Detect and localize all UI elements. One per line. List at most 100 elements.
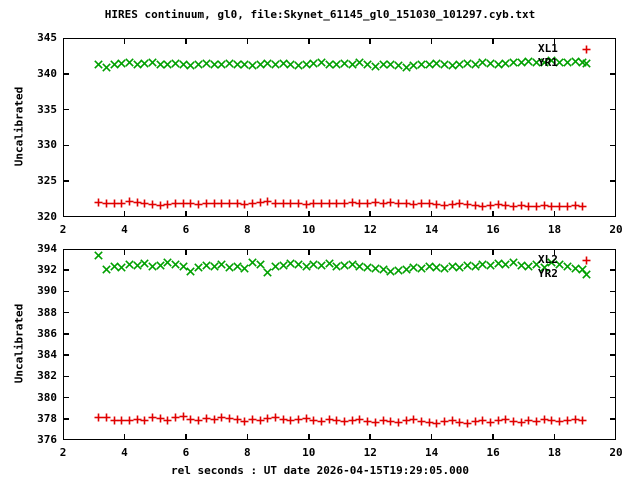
x-axis-tick-label: 20: [609, 446, 623, 459]
y-axis-tick: [63, 108, 69, 111]
x-axis-tick-label: 10: [302, 223, 316, 236]
y-axis-tick: [63, 311, 69, 314]
y-axis-tick-label: 388: [37, 305, 57, 319]
x-axis-tick-label: 12: [363, 223, 377, 236]
y-axis-tick-label: 378: [37, 411, 57, 425]
x-axis-tick-top: [369, 38, 371, 44]
y-axis-tick: [63, 144, 69, 147]
x-axis-tick-label: 20: [609, 223, 623, 236]
x-axis-tick: [246, 434, 249, 440]
x-axis-tick: [369, 211, 371, 217]
y-axis-tick-right: [610, 144, 616, 147]
x-axis-tick: [123, 211, 126, 217]
x-axis-tick-label: 12: [363, 446, 377, 459]
x-axis-tick-top: [492, 38, 494, 44]
x-axis-tick-label: 6: [182, 446, 190, 459]
y-axis-label: Uncalibrated: [12, 303, 26, 383]
y-axis-tick-label: 390: [37, 284, 57, 298]
x-axis-tick: [430, 434, 433, 440]
x-axis-label: rel seconds : UT date 2026-04-15T19:29:0…: [170, 464, 469, 477]
x-axis-tick-top: [430, 249, 433, 255]
x-axis-tick-top: [123, 38, 126, 44]
x-axis-tick-label: 16: [486, 446, 500, 459]
x-axis-tick-label: 4: [121, 223, 128, 236]
x-axis-tick-top: [369, 249, 371, 255]
y-axis-tick-right: [610, 396, 616, 399]
x-axis-tick-top: [246, 38, 249, 44]
axes-frame: [63, 249, 616, 440]
x-axis-tick-top: [553, 249, 556, 255]
y-axis-tick: [63, 396, 69, 399]
y-axis-tick-right: [610, 354, 616, 356]
y-axis-tick-right: [610, 375, 616, 378]
y-axis-tick-label: 320: [37, 210, 57, 223]
x-axis-tick-top: [553, 38, 556, 44]
x-axis-tick: [185, 434, 187, 440]
x-axis-tick-label: 6: [182, 223, 190, 236]
y-axis-tick-right: [610, 73, 616, 75]
x-axis-tick-label: 14: [425, 223, 439, 236]
x-axis-tick-label: 16: [486, 223, 500, 236]
x-axis-tick-top: [185, 38, 187, 44]
x-axis-tick: [430, 211, 433, 217]
x-axis-tick-top: [308, 249, 310, 255]
x-axis-tick: [185, 211, 187, 217]
y-axis-tick: [63, 269, 69, 271]
y-axis-tick-right: [610, 180, 616, 182]
x-axis-tick: [123, 434, 126, 440]
y-axis-tick-label: 330: [37, 138, 57, 152]
y-axis-tick-label: 380: [37, 390, 57, 404]
x-axis-tick: [246, 211, 249, 217]
y-axis-tick-right: [610, 269, 616, 271]
y-axis-tick-right: [610, 333, 616, 335]
x-axis-tick-label: 18: [547, 446, 562, 459]
x-axis-tick-top: [185, 249, 187, 255]
x-axis-tick: [553, 211, 556, 217]
y-axis-tick: [63, 333, 69, 335]
x-axis-tick: [308, 211, 310, 217]
x-axis-tick-top: [246, 249, 249, 255]
x-axis-tick-label: 2: [59, 223, 67, 236]
y-axis-tick-label: 392: [37, 263, 57, 277]
x-axis-tick: [308, 434, 310, 440]
x-axis-tick-top: [430, 38, 433, 44]
x-axis-tick: [553, 434, 556, 440]
x-axis-tick-label: 4: [121, 446, 128, 459]
y-axis-tick-right: [610, 418, 616, 420]
y-axis-tick: [63, 180, 69, 182]
x-axis-tick-label: 8: [244, 223, 251, 236]
x-axis-tick-label: 8: [244, 446, 251, 459]
x-axis-tick-label: 18: [547, 223, 562, 236]
x-axis-tick-label: 14: [425, 446, 439, 459]
y-axis-tick-label: 382: [37, 369, 57, 383]
y-axis-label: Uncalibrated: [12, 86, 26, 166]
axes-frame: [63, 38, 616, 217]
x-axis-tick: [492, 434, 494, 440]
x-axis-tick-top: [492, 249, 494, 255]
y-axis-tick-right: [610, 108, 616, 111]
y-axis-tick-label: 345: [37, 31, 57, 44]
y-axis-tick-label: 384: [37, 348, 57, 362]
legend-label-yr1: YR1: [538, 56, 558, 69]
page-title: HIRES continuum, gl0, file:Skynet_61145_…: [104, 8, 536, 21]
x-axis-tick-top: [123, 249, 126, 255]
y-axis-tick-label: 386: [37, 326, 57, 340]
legend-label-xl2: XL2: [538, 253, 558, 266]
y-axis-tick-label: 325: [37, 174, 57, 188]
legend-label-xl1: XL1: [538, 42, 558, 55]
y-axis-tick-label: 394: [37, 242, 57, 255]
x-axis-tick-top: [308, 38, 310, 44]
y-axis-tick: [63, 290, 69, 293]
y-axis-tick-right: [610, 311, 616, 314]
y-axis-tick-label: 340: [37, 66, 57, 80]
legend-label-yr2: YR2: [538, 267, 558, 280]
y-axis-tick: [63, 418, 69, 420]
x-axis-tick: [369, 434, 371, 440]
y-axis-tick: [63, 354, 69, 356]
y-axis-tick-right: [610, 290, 616, 293]
x-axis-tick: [492, 211, 494, 217]
x-axis-tick-label: 2: [59, 446, 67, 459]
y-axis-tick: [63, 375, 69, 378]
y-axis-tick: [63, 73, 69, 75]
